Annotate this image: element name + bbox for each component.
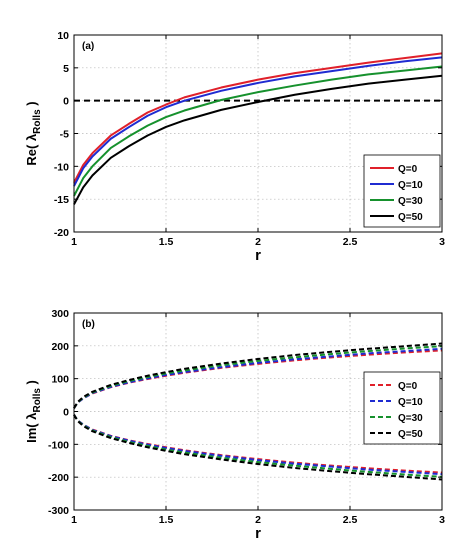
y-tick-label: 0 (63, 96, 69, 108)
y-axis-label-subscript: Rolls (32, 388, 43, 413)
series-line-q0 (73, 52, 443, 184)
legend-entry-label: Q=50 (398, 429, 423, 440)
x-tick-label: 2 (255, 514, 261, 526)
series-line-q50 (73, 74, 443, 205)
x-tick-label: 2 (255, 236, 261, 248)
legend-entry-label: Q=0 (398, 164, 418, 175)
y-axis-label-main: Re( λ (24, 133, 39, 166)
x-tick-label: 3 (439, 514, 445, 526)
legend-entry-label: Q=10 (398, 397, 423, 408)
y-axis-label: Re( λRolls ) (24, 101, 43, 165)
panel-label: (b) (82, 319, 95, 330)
y-tick-label: 10 (57, 30, 69, 42)
legend-entry-label: Q=30 (398, 196, 423, 207)
y-axis-label-main: Im( λ (24, 412, 39, 443)
panel-label: (a) (82, 41, 94, 52)
legend-box (363, 371, 441, 445)
x-tick-label: 1.5 (159, 236, 174, 248)
series-line-q30 (73, 65, 443, 197)
y-tick-label: 300 (51, 308, 69, 320)
series-line-q10 (73, 56, 443, 187)
series-line-q50 (73, 342, 443, 409)
y-axis-label-close: ) (24, 101, 39, 109)
x-tick-label: 1 (71, 236, 77, 248)
legend-entry-label: Q=10 (398, 180, 423, 191)
series-line-q50-negative (73, 414, 443, 481)
y-tick-label: -15 (54, 194, 69, 206)
y-tick-label: -10 (54, 161, 69, 173)
y-axis-label-close: ) (24, 380, 39, 388)
x-tick-label: 2.5 (343, 236, 358, 248)
y-tick-label: -200 (48, 472, 69, 484)
y-tick-label: -5 (60, 129, 69, 141)
y-tick-label: 0 (63, 407, 69, 419)
x-tick-label: 1.5 (159, 514, 174, 526)
chart-panel-b: 1 1.5 2 2.5 3 -300 -200 -100 0 100 200 300 (b) r Im( λ… (24, 308, 445, 538)
legend-entry-label: Q=0 (398, 381, 418, 392)
x-axis-label: r (255, 247, 261, 264)
x-axis-label: r (255, 525, 261, 538)
y-tick-label: -100 (48, 439, 69, 451)
y-tick-label: -20 (54, 227, 69, 239)
y-tick-label: 5 (63, 63, 69, 75)
x-tick-label: 3 (439, 236, 445, 248)
legend-entry-label: Q=30 (398, 413, 423, 424)
y-axis-label: Im( λRolls ) (24, 380, 43, 443)
x-tick-label: 1 (71, 514, 77, 526)
y-tick-label: 100 (51, 374, 69, 386)
y-tick-label: -300 (48, 505, 69, 517)
chart-panel-a: 1 1.5 2 2.5 3 -20 -15 -10 -5 0 5 10 (a) r Re( λRolls )… (24, 30, 445, 264)
y-axis-label-subscript: Rolls (32, 109, 43, 134)
legend-entry-label: Q=50 (398, 212, 423, 223)
x-tick-label: 2.5 (343, 514, 358, 526)
y-tick-label: 200 (51, 341, 69, 353)
